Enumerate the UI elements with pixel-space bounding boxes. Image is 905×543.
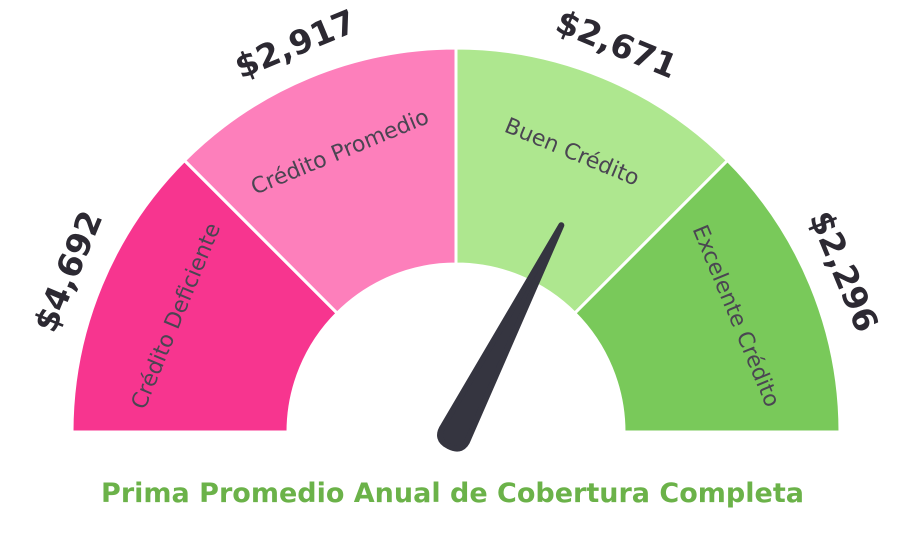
- segment-buen: [454, 46, 730, 316]
- segment-deficiente: [70, 158, 340, 434]
- needle-pointer: [437, 222, 565, 452]
- gauge-needle: [437, 222, 565, 452]
- segment-excelente: [572, 158, 842, 434]
- segment-promedio: [182, 46, 458, 316]
- chart-title: Prima Promedio Anual de Cobertura Comple…: [101, 478, 804, 509]
- gauge-segments: [70, 46, 842, 434]
